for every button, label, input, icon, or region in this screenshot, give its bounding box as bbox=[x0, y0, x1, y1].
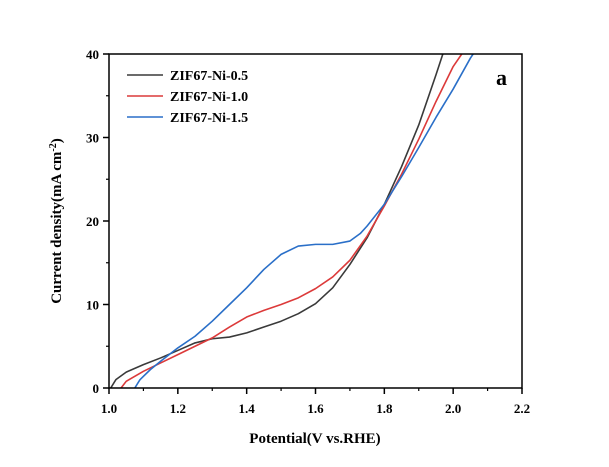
series-layer bbox=[109, 54, 474, 388]
y-axis-title-main: Current density(mA cm bbox=[49, 151, 65, 304]
y-axis-title: Current density(mA cm-2) bbox=[48, 138, 66, 304]
legend-label-2: ZIF67-Ni-1.0 bbox=[170, 90, 248, 105]
y-tick-label: 30 bbox=[86, 131, 99, 146]
series-line-1 bbox=[109, 54, 444, 388]
y-tick-label: 0 bbox=[93, 381, 100, 396]
x-axis-title: Potential(V vs.RHE) bbox=[249, 431, 380, 447]
panel-label: a bbox=[496, 65, 507, 90]
x-tick-label: 1.0 bbox=[101, 401, 117, 416]
y-tick-label: 40 bbox=[86, 47, 99, 62]
y-axis-ticks: 0 10 20 30 40 bbox=[86, 47, 109, 396]
y-tick-label: 10 bbox=[86, 298, 99, 313]
x-tick-label: 1.8 bbox=[376, 401, 393, 416]
x-tick-label: 1.2 bbox=[170, 401, 186, 416]
x-tick-label: 2.0 bbox=[445, 401, 461, 416]
legend-label-1: ZIF67-Ni-0.5 bbox=[170, 69, 248, 84]
series-line-3 bbox=[134, 54, 474, 388]
x-tick-label: 2.2 bbox=[514, 401, 530, 416]
x-tick-label: 1.4 bbox=[239, 401, 256, 416]
y-axis-title-close: ) bbox=[49, 138, 65, 143]
series-line-2 bbox=[120, 54, 463, 388]
legend: ZIF67-Ni-0.5 ZIF67-Ni-1.0 ZIF67-Ni-1.5 bbox=[127, 69, 248, 126]
y-axis-title-superscript: -2 bbox=[48, 143, 59, 151]
x-axis-ticks: 1.0 1.2 1.4 1.6 1.8 2.0 2.2 bbox=[101, 388, 530, 416]
x-tick-label: 1.6 bbox=[307, 401, 324, 416]
y-tick-label: 20 bbox=[86, 214, 99, 229]
legend-label-3: ZIF67-Ni-1.5 bbox=[170, 111, 248, 126]
